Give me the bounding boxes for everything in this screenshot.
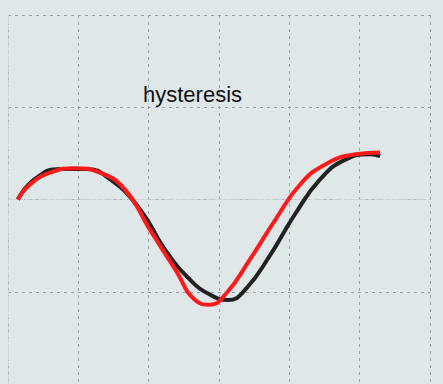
svg-text:hysteresis: hysteresis <box>143 82 242 107</box>
